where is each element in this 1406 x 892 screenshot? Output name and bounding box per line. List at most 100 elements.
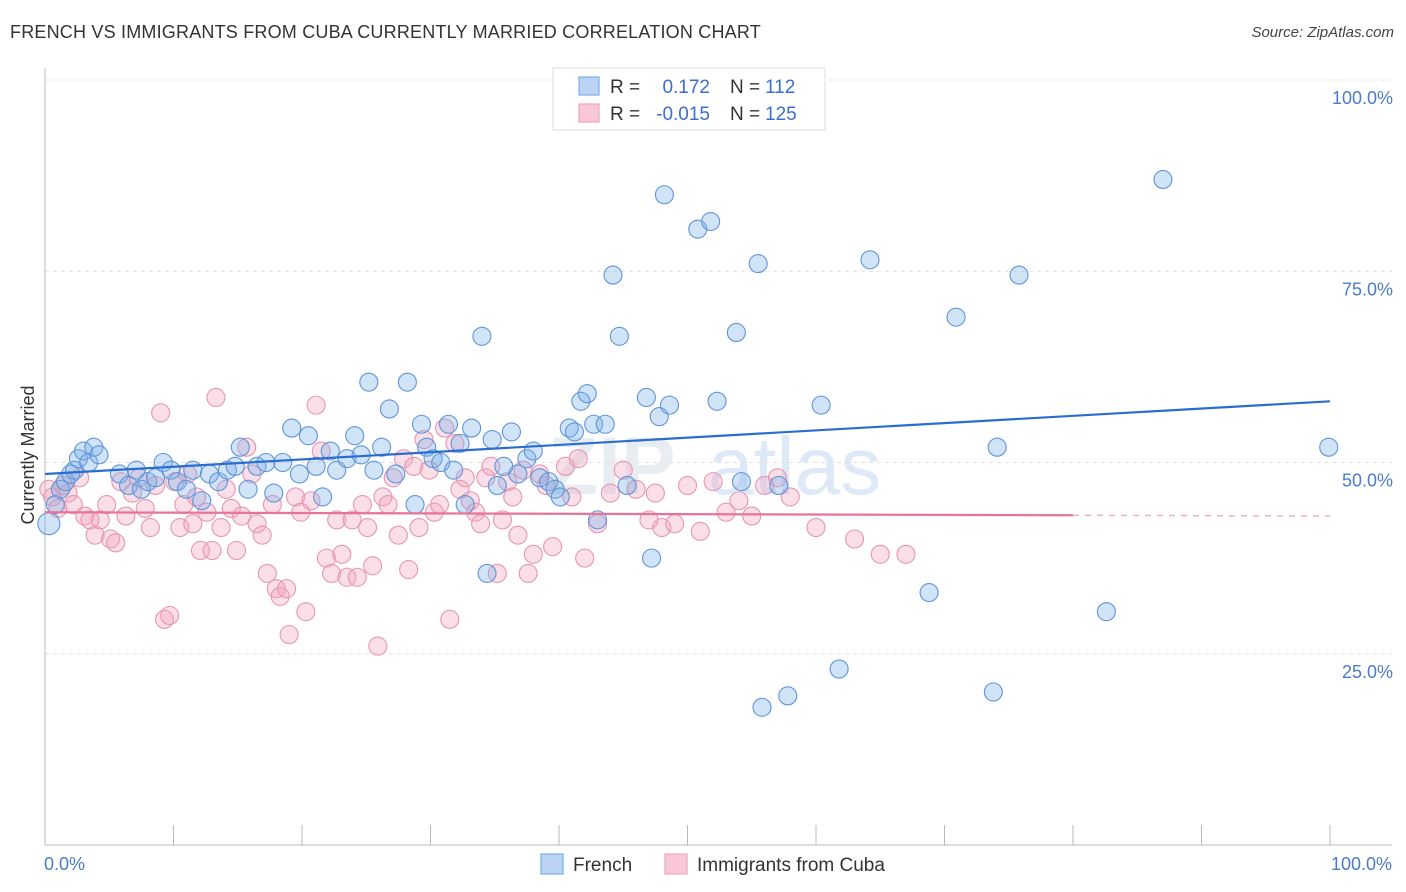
cuba-point — [100, 529, 121, 549]
french-point — [183, 460, 203, 480]
french-point — [571, 391, 591, 411]
french-points — [37, 169, 1339, 717]
cuba-point — [445, 433, 465, 453]
french-point — [748, 254, 768, 274]
french-point — [1009, 265, 1029, 285]
cuba-point — [429, 495, 450, 515]
legend-french-n-label: N = — [730, 77, 760, 98]
cuba-point — [690, 521, 710, 541]
french-point — [701, 211, 721, 232]
cuba-point — [151, 403, 171, 423]
cuba-point — [322, 563, 342, 583]
french-point — [37, 512, 61, 536]
french-point — [752, 697, 772, 717]
cuba-point — [206, 387, 226, 408]
chart-title: FRENCH VS IMMIGRANTS FROM CUBA CURRENTLY… — [10, 22, 761, 42]
cuba-point — [279, 625, 299, 645]
french-point — [131, 479, 151, 499]
french-point — [539, 472, 559, 492]
cuba-point — [568, 449, 588, 469]
cuba-point — [332, 544, 352, 564]
cuba-point — [211, 517, 231, 538]
french-point — [372, 437, 392, 457]
cuba-point — [487, 563, 507, 583]
cuba-point — [498, 472, 518, 492]
french-point — [438, 414, 459, 434]
cuba-point — [316, 548, 336, 568]
cuba-point — [645, 483, 665, 503]
cuba-point — [106, 533, 126, 553]
cuba-point — [780, 487, 800, 507]
cuba-point — [327, 510, 347, 530]
cuba-point — [729, 491, 749, 511]
cuba-point — [352, 495, 372, 515]
french-point — [1319, 437, 1339, 457]
legend-bottom-swatch-cuba — [664, 853, 688, 875]
french-point — [617, 475, 637, 496]
french-point — [74, 441, 94, 461]
y-tick-label: 25.0% — [1342, 662, 1393, 682]
french-point — [386, 464, 406, 484]
watermark: ZIP atlas — [548, 421, 881, 512]
french-point — [45, 495, 65, 515]
french-point — [946, 307, 966, 327]
watermark-atlas: atlas — [708, 421, 881, 512]
cuba-point — [342, 510, 362, 530]
legend-cuba-r-label: R = — [610, 104, 640, 125]
french-point — [778, 686, 798, 706]
french-point — [118, 475, 139, 496]
french-point — [238, 479, 258, 499]
cuba-point — [844, 529, 865, 549]
cuba-point — [767, 468, 788, 488]
cuba-point — [388, 525, 408, 545]
french-point — [919, 582, 939, 603]
cuba-point — [414, 429, 434, 450]
cuba-point — [97, 495, 117, 515]
cuba-point — [665, 514, 685, 534]
french-point — [477, 563, 497, 583]
cuba-point — [277, 579, 297, 599]
cuba-point — [742, 506, 762, 526]
cuba-point — [183, 514, 203, 534]
french-point — [636, 387, 656, 408]
cuba-point — [135, 498, 155, 518]
y-axis-label: Currently Married — [18, 385, 38, 524]
french-point — [472, 326, 492, 346]
cuba-point — [160, 605, 180, 626]
french-trend-line — [44, 400, 1331, 476]
french-point — [230, 437, 250, 457]
cuba-point — [440, 609, 460, 629]
cuba-point — [575, 548, 595, 568]
cuba-point — [154, 609, 175, 629]
cuba-point — [216, 479, 236, 499]
cuba-point — [465, 502, 486, 522]
cuba-point — [270, 586, 290, 606]
french-point — [455, 495, 475, 515]
legend-swatch-french — [578, 76, 600, 96]
cuba-point — [347, 567, 367, 587]
legend-cuba-n-value: 125 — [765, 104, 797, 125]
cuba-point — [523, 544, 543, 564]
y-tick-label: 50.0% — [1342, 471, 1393, 491]
cuba-point — [378, 495, 398, 515]
french-point — [397, 372, 417, 392]
cuba-point — [140, 517, 160, 538]
french-point — [1153, 169, 1173, 189]
cuba-point — [435, 418, 455, 438]
source-credit: Source: ZipAtlas.com — [1251, 24, 1394, 41]
french-point — [983, 682, 1003, 702]
cuba-point — [870, 544, 890, 564]
cuba-point — [116, 506, 136, 526]
french-point — [603, 265, 623, 285]
cuba-point — [471, 514, 491, 534]
french-point — [306, 456, 326, 476]
cuba-point — [600, 483, 620, 503]
cuba-point — [492, 510, 513, 530]
legend-bottom-cuba: Immigrants from Cuba — [697, 855, 885, 876]
french-point — [829, 659, 849, 679]
cuba-point — [703, 472, 723, 492]
french-point — [707, 391, 727, 411]
cuba-point — [170, 517, 190, 538]
french-point — [731, 472, 752, 492]
